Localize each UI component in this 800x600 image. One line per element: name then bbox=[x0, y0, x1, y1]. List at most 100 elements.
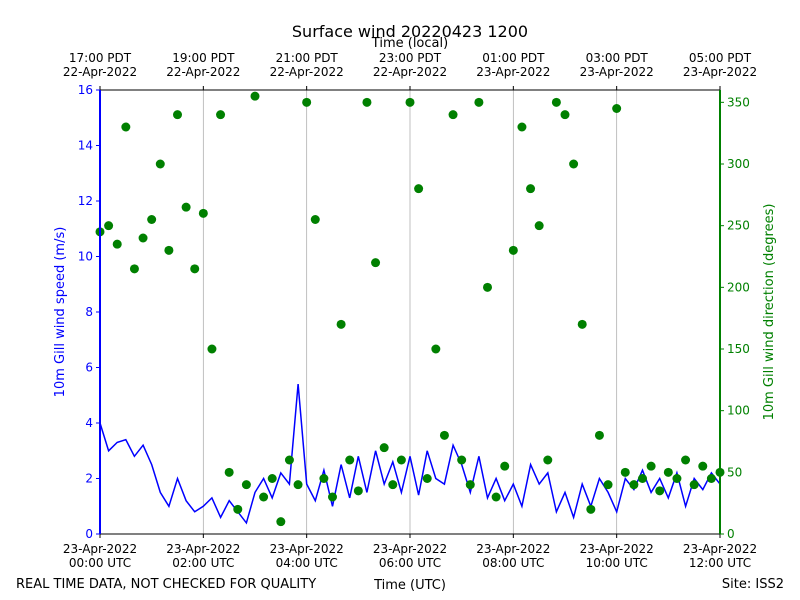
direction-point bbox=[259, 492, 269, 502]
x-axis-title: Time (UTC) bbox=[373, 578, 446, 593]
direction-point bbox=[250, 91, 260, 101]
x2-tick-label: 21:00 PDT 22-Apr-2022 bbox=[270, 51, 344, 79]
x-tick-label-line: 23-Apr-2022 bbox=[270, 542, 344, 556]
direction-point bbox=[500, 461, 510, 471]
direction-point bbox=[612, 104, 622, 113]
x-tick-label: 23-Apr-2022 12:00 UTC bbox=[683, 542, 757, 570]
x-tick-label-line: 08:00 UTC bbox=[482, 556, 544, 570]
y2-tick-label: 300 bbox=[727, 157, 750, 171]
direction-point bbox=[586, 504, 596, 514]
x2-tick-label: 17:00 PDT 22-Apr-2022 bbox=[63, 51, 137, 79]
x2-tick-label-line: 22-Apr-2022 bbox=[166, 65, 240, 79]
x2-tick-label-line: 22-Apr-2022 bbox=[373, 65, 447, 79]
direction-point bbox=[379, 443, 389, 453]
y-axis-title: 10m Gill wind speed (m/s) bbox=[53, 227, 68, 398]
direction-point bbox=[577, 319, 587, 329]
direction-point bbox=[560, 110, 570, 120]
direction-point bbox=[104, 221, 114, 231]
y-tick-label: 4 bbox=[85, 416, 93, 430]
direction-point bbox=[706, 474, 716, 483]
y-tick-label: 10 bbox=[78, 250, 93, 264]
direction-point bbox=[328, 492, 337, 502]
direction-point bbox=[629, 480, 639, 490]
x2-tick-label-line: 22-Apr-2022 bbox=[63, 65, 137, 79]
direction-point bbox=[224, 467, 234, 477]
direction-point bbox=[474, 97, 484, 107]
x2-tick-label-line: 19:00 PDT bbox=[172, 51, 235, 65]
x-tick-label: 23-Apr-2022 08:00 UTC bbox=[476, 542, 550, 570]
x2-tick-label-line: 01:00 PDT bbox=[482, 51, 545, 65]
direction-point bbox=[483, 282, 492, 292]
x-tick-label-line: 23-Apr-2022 bbox=[580, 542, 654, 556]
direction-point bbox=[431, 344, 441, 354]
direction-point bbox=[422, 474, 432, 483]
direction-point bbox=[414, 184, 424, 194]
y-tick-label: 12 bbox=[78, 194, 93, 208]
direction-point bbox=[646, 461, 656, 471]
x-tick-label-line: 12:00 UTC bbox=[689, 556, 751, 570]
y-tick-label: 6 bbox=[85, 361, 93, 375]
direction-point bbox=[534, 221, 544, 231]
direction-point bbox=[362, 97, 372, 107]
direction-point bbox=[543, 455, 553, 465]
direction-point bbox=[603, 480, 613, 490]
y2-tick-label: 0 bbox=[727, 527, 735, 541]
direction-point bbox=[638, 474, 647, 483]
x2-tick-label-line: 05:00 PDT bbox=[689, 51, 752, 65]
direction-point bbox=[173, 110, 182, 120]
y-tick-label: 2 bbox=[85, 472, 93, 486]
direction-point bbox=[371, 258, 381, 268]
direction-point bbox=[216, 110, 226, 120]
direction-point bbox=[681, 455, 691, 465]
direction-point bbox=[138, 233, 148, 243]
x2-tick-label-line: 23-Apr-2022 bbox=[476, 65, 550, 79]
direction-point bbox=[698, 461, 708, 471]
direction-point bbox=[319, 474, 329, 483]
direction-point bbox=[439, 430, 449, 440]
direction-point bbox=[689, 480, 699, 490]
x2-tick-label-line: 21:00 PDT bbox=[276, 51, 339, 65]
x-tick-label: 23-Apr-2022 02:00 UTC bbox=[166, 542, 240, 570]
x-tick-label-line: 06:00 UTC bbox=[379, 556, 441, 570]
x-tick-label-line: 23-Apr-2022 bbox=[683, 542, 757, 556]
x2-tick-label-line: 23-Apr-2022 bbox=[580, 65, 654, 79]
direction-point bbox=[233, 504, 243, 514]
direction-point bbox=[164, 245, 174, 255]
x2-tick-label-line: 17:00 PDT bbox=[69, 51, 132, 65]
y2-axis-title: 10m Gill wind direction (degrees) bbox=[762, 204, 777, 421]
direction-point bbox=[491, 492, 501, 502]
direction-point bbox=[198, 208, 208, 218]
direction-point bbox=[620, 467, 630, 477]
x2-tick-label-line: 23:00 PDT bbox=[379, 51, 442, 65]
direction-point bbox=[353, 486, 363, 496]
direction-point bbox=[517, 122, 527, 132]
x-tick-label-line: 23-Apr-2022 bbox=[63, 542, 137, 556]
direction-point bbox=[655, 486, 665, 496]
x-tick-label-line: 23-Apr-2022 bbox=[166, 542, 240, 556]
direction-point bbox=[207, 344, 217, 354]
x-tick-label-line: 23-Apr-2022 bbox=[373, 542, 447, 556]
direction-point bbox=[181, 202, 191, 212]
y2-tick-label: 50 bbox=[727, 465, 742, 479]
x-tick-label-line: 23-Apr-2022 bbox=[476, 542, 550, 556]
x2-axis-title: Time (local) bbox=[371, 36, 448, 51]
x-tick-label: 23-Apr-2022 00:00 UTC bbox=[63, 542, 137, 570]
direction-point bbox=[663, 467, 673, 477]
y2-tick-label: 150 bbox=[727, 342, 750, 356]
x2-tick-label: 23:00 PDT 22-Apr-2022 bbox=[373, 51, 447, 79]
direction-point bbox=[112, 239, 122, 249]
direction-point bbox=[396, 455, 406, 465]
x2-tick-label-line: 22-Apr-2022 bbox=[270, 65, 344, 79]
direction-point bbox=[672, 474, 682, 483]
direction-point bbox=[508, 245, 518, 255]
direction-point bbox=[526, 184, 536, 194]
chart-title: Surface wind 20220423 1200 bbox=[292, 22, 528, 41]
direction-point bbox=[155, 159, 165, 169]
x2-tick-label-line: 03:00 PDT bbox=[586, 51, 649, 65]
direction-point bbox=[448, 110, 458, 120]
direction-point bbox=[293, 480, 303, 490]
direction-point bbox=[345, 455, 355, 465]
direction-point bbox=[284, 455, 294, 465]
x-tick-label: 23-Apr-2022 10:00 UTC bbox=[580, 542, 654, 570]
